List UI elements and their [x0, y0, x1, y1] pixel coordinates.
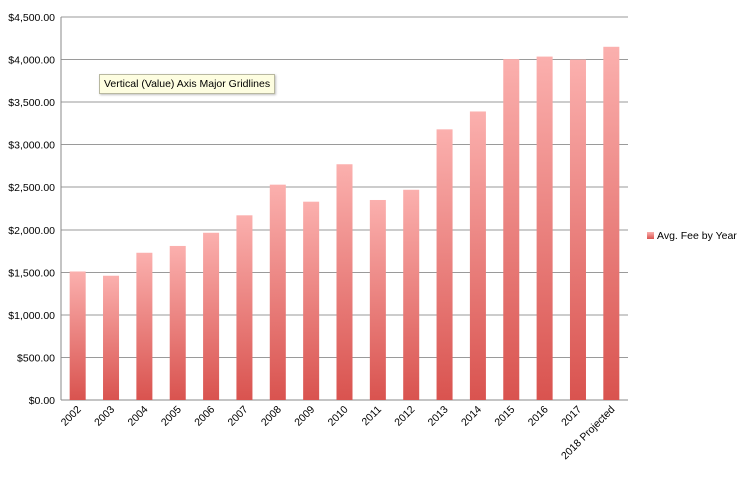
bar: [469, 111, 486, 401]
y-tick-label: $1,500.00: [8, 267, 55, 279]
bar: [169, 245, 186, 400]
y-tick-label: $2,000.00: [8, 225, 55, 237]
y-tick-label: $500.00: [17, 352, 55, 364]
bar: [269, 184, 286, 400]
y-axis-ticks: $0.00 $500.00 $1,000.00 $1,500.00 $2,000.00 $…: [8, 12, 55, 407]
legend-label: Avg. Fee by Year: [657, 230, 737, 242]
x-tick-label: 2002: [59, 404, 84, 429]
x-tick-label: 2015: [492, 404, 517, 429]
x-tick-label: 2016: [526, 404, 551, 429]
bar: [136, 252, 153, 400]
bars: [69, 46, 620, 401]
x-tick-label: 2009: [292, 404, 317, 429]
x-tick-label: 2003: [92, 404, 117, 429]
bar: [69, 271, 86, 400]
x-tick-label: 2012: [392, 404, 417, 429]
x-tick-label: 2014: [459, 404, 484, 429]
x-tick-label: 2006: [192, 404, 217, 429]
x-tick-label: 2007: [226, 404, 251, 429]
bar: [336, 164, 353, 400]
bar: [503, 59, 520, 400]
x-tick-label: 2010: [326, 404, 351, 429]
y-tick-label: $0.00: [29, 395, 55, 407]
y-tick-label: $4,500.00: [8, 12, 55, 24]
bar: [403, 189, 420, 400]
bar: [436, 129, 453, 400]
bar: [603, 46, 620, 401]
bar: [236, 215, 253, 400]
y-tick-label: $3,500.00: [8, 97, 55, 109]
y-tick-label: $4,000.00: [8, 55, 55, 67]
bar: [303, 201, 320, 400]
bar: [569, 59, 586, 401]
y-tick-label: $3,000.00: [8, 140, 55, 152]
x-axis-ticks: 2002 2003 2004 2005 2006 2007 2008 2009 2010 2011…: [59, 404, 618, 463]
legend-swatch: [647, 232, 654, 239]
bar: [536, 56, 553, 401]
bar: [103, 275, 120, 400]
bar: [203, 232, 220, 400]
x-tick-label: 2017: [559, 404, 584, 429]
gridline-tooltip: Vertical (Value) Axis Major Gridlines: [99, 74, 276, 94]
y-tick-label: $1,000.00: [8, 310, 55, 322]
y-tick-label: $2,500.00: [8, 182, 55, 194]
x-tick-label: 2011: [360, 404, 385, 429]
x-tick-label: 2013: [426, 404, 451, 429]
x-tick-label: 2008: [259, 404, 284, 429]
legend: Avg. Fee by Year: [647, 230, 737, 242]
bar: [369, 199, 386, 400]
x-tick-label: 2004: [126, 404, 151, 429]
x-tick-label: 2005: [159, 404, 184, 429]
